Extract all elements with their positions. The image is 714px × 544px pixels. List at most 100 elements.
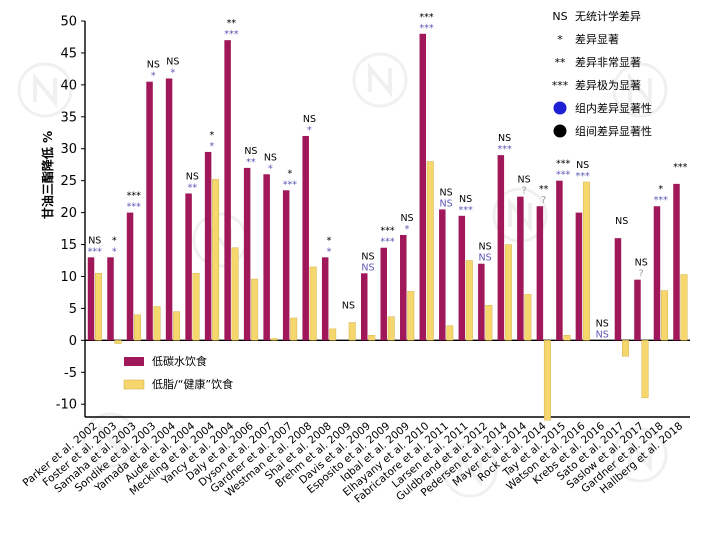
between-significance-mark: NS (244, 146, 257, 157)
low-fat-bar (95, 273, 102, 341)
low-fat-bar (290, 317, 298, 341)
within-significance-mark: *** (497, 144, 512, 155)
within-significance-mark: *** (576, 171, 591, 182)
between-significance-mark: NS (400, 213, 413, 224)
within-significance-mark: *** (224, 29, 239, 40)
low-fat-bar (114, 340, 122, 344)
watermark (612, 427, 668, 483)
low-fat-bar (426, 161, 434, 341)
chart-bars (87, 33, 688, 421)
y-tick-label: 5 (69, 302, 77, 317)
within-significance-mark: ** (246, 157, 256, 168)
low-carb-bar (478, 263, 485, 341)
within-group-dot-icon (553, 101, 567, 115)
between-significance-mark: ** (227, 18, 237, 29)
low-carb-bar (497, 155, 505, 341)
low-carb-bar (87, 257, 95, 341)
within-significance-mark: *** (380, 237, 395, 248)
low-carb-bar (224, 40, 231, 341)
low-fat-bar (563, 335, 571, 341)
between-significance-mark: NS (342, 300, 355, 311)
between-significance-mark: * (112, 235, 117, 246)
between-significance-mark: NS (264, 152, 277, 163)
low-carb-bar (536, 206, 544, 341)
legend-label: 组间差异显著性 (575, 124, 652, 138)
within-significance-mark: *** (283, 179, 298, 190)
low-fat-bar (387, 316, 395, 341)
between-significance-mark: NS (576, 160, 589, 171)
within-significance-mark: * (405, 224, 410, 235)
chart-axes: -10 -5 0 5 10 15 20 25 30 35 40 45 50 (56, 15, 690, 418)
within-significance-mark: *** (419, 23, 434, 34)
within-significance-mark: * (327, 246, 332, 257)
y-tick-label: 40 (60, 78, 77, 93)
low-fat-bar (368, 335, 376, 341)
low-fat-bar (231, 247, 239, 341)
between-significance-mark: NS (186, 171, 199, 182)
low-carb-bar (653, 206, 661, 341)
within-significance-mark: * (307, 125, 312, 136)
y-tick-label: 15 (60, 238, 77, 253)
low-fat-bar (251, 278, 259, 341)
low-fat-bar (621, 340, 629, 357)
between-significance-mark: * (658, 184, 663, 195)
within-significance-mark: * (151, 71, 156, 82)
between-significance-mark: NS (147, 60, 160, 71)
low-carb-bar (321, 257, 329, 341)
within-significance-mark: ** (188, 182, 198, 193)
low-carb-bar (634, 279, 641, 341)
low-carb-bar (165, 78, 173, 341)
low-fat-bar (134, 314, 141, 341)
between-significance-mark: * (327, 235, 332, 246)
low-fat-bar (446, 325, 454, 341)
chart-annotations: ***NS*********NS*NS**NS*********NS*NS***… (88, 12, 688, 341)
between-significance-mark: NS (303, 114, 316, 125)
low-carb-bar (380, 247, 387, 341)
low-fat-bar (641, 340, 649, 399)
watermark (352, 52, 408, 108)
within-significance-mark: * (170, 67, 175, 78)
legend-label: 无统计学差异 (575, 9, 641, 23)
between-significance-mark: * (209, 130, 214, 141)
low-fat-bar (407, 290, 415, 341)
legend-label: 差异非常显著 (575, 55, 641, 69)
low-fat-bar (485, 305, 493, 341)
between-significance-mark: NS (459, 194, 472, 205)
between-group-dot-icon (553, 124, 567, 138)
low-carb-bar (204, 151, 212, 341)
within-significance-mark: NS (361, 262, 374, 273)
within-significance-mark: NS (596, 329, 609, 340)
y-tick-label: 25 (60, 174, 77, 189)
y-tick-label: 20 (60, 206, 77, 221)
low-fat-bar (582, 181, 590, 341)
low-carb-bar (185, 193, 192, 341)
between-significance-mark: NS (518, 175, 531, 186)
legend-label: 差异极为显著 (575, 78, 641, 92)
low-carb-bar (282, 190, 290, 341)
legend-label: 组内差异显著性 (575, 101, 652, 115)
within-significance-mark: ? (639, 269, 644, 280)
within-significance-mark: *** (458, 205, 473, 216)
low-fat-bar (212, 179, 220, 341)
significance-legend: NS 无统计学差异 * 差异显著 ** 差异非常显著 *** 差异极为显著组内差异显著性组间差… (552, 9, 652, 138)
low-carb-bar (400, 234, 407, 341)
within-significance-mark: * (209, 141, 214, 152)
low-carb-bar (673, 183, 680, 341)
between-significance-mark: NS (615, 216, 628, 227)
low-carb-bar (556, 180, 563, 341)
low-carb-bar (614, 238, 622, 341)
low-fat-bar (504, 244, 512, 341)
between-significance-mark: NS (166, 56, 179, 67)
y-tick-label: 45 (60, 46, 77, 61)
low-fat-bar (192, 273, 200, 341)
low-fat-bar (465, 260, 473, 341)
low-carb-bar (146, 81, 153, 341)
legend-mark: *** (552, 79, 569, 92)
within-significance-mark: * (112, 246, 117, 257)
legend-label: 差异显著 (575, 32, 619, 46)
within-significance-mark: NS (439, 198, 452, 209)
low-fat-bar (173, 311, 181, 341)
